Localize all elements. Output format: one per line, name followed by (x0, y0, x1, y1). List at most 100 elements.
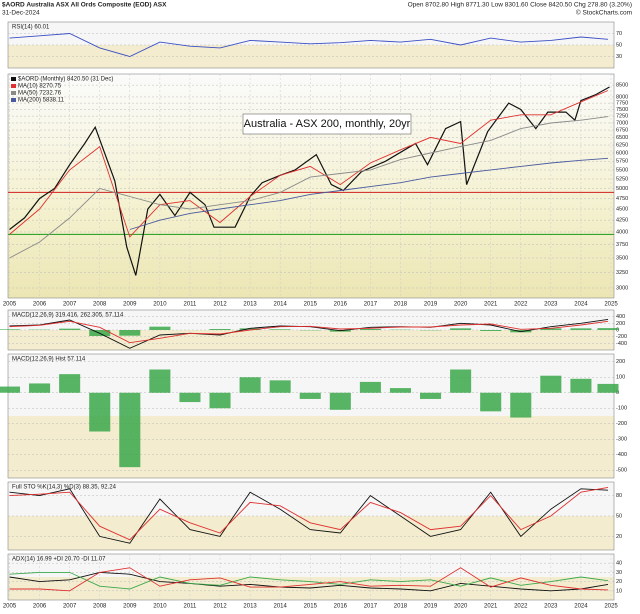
histogram-bar (0, 329, 21, 330)
y-tick-label: 40 (616, 561, 622, 567)
x-tick-label: 2012 (213, 302, 227, 308)
legend-label: $AORD (Monthly) 8420.50 (31 Dec) (18, 77, 113, 83)
y-tick-label: 4000 (616, 229, 628, 235)
histogram-bar (269, 329, 291, 330)
y-tick-label: 5250 (616, 176, 628, 182)
histogram-bar (0, 386, 21, 393)
series-line (9, 567, 609, 592)
histogram-bar (597, 383, 619, 393)
panel-title: ADX(14) 16.99 +DI 20.70 -DI 11.07 (12, 557, 106, 563)
y-tick-label: 5750 (616, 159, 628, 165)
series-line (9, 486, 609, 541)
y-tick-label: -100 (616, 406, 627, 412)
y-tick-label: 200 (616, 359, 625, 365)
series-line (129, 157, 609, 230)
x-tick-label: 2025 (604, 302, 618, 308)
x-tick-label: 2009 (123, 302, 137, 308)
x-tick-label: 2019 (424, 604, 438, 610)
y-tick-label: -200 (616, 334, 627, 340)
y-tick-label: -400 (616, 452, 627, 458)
legend-label: MA(200) 5838.11 (18, 98, 65, 104)
histogram-bar (119, 392, 141, 468)
y-tick-label: 7500 (616, 107, 628, 113)
x-tick-label: 2010 (153, 302, 167, 308)
x-tick-label: 2006 (33, 604, 47, 610)
series-line (9, 488, 609, 544)
y-tick-label: 80 (616, 493, 622, 499)
x-tick-label: 2022 (514, 302, 528, 308)
histogram-bar (570, 378, 592, 393)
histogram-bar (149, 369, 171, 393)
histogram-bar (59, 328, 81, 330)
histogram-bar (209, 392, 231, 409)
histogram-bar (179, 392, 201, 403)
x-tick-label: 2021 (484, 604, 498, 610)
y-tick-label: 3250 (616, 270, 628, 276)
legend-label: MA(50) 7232.76 (18, 91, 62, 97)
y-tick-label: 4500 (616, 206, 628, 212)
y-tick-label: 7750 (616, 101, 628, 107)
series-line (9, 571, 609, 592)
legend-swatch (11, 98, 16, 102)
histogram-bar (149, 326, 171, 330)
x-tick-label: 2014 (273, 604, 287, 610)
y-tick-label: 6000 (616, 150, 628, 156)
histogram-bar (480, 392, 502, 412)
panel-background (7, 553, 615, 601)
x-tick-label: 2017 (364, 604, 378, 610)
x-tick-label: 2024 (574, 302, 588, 308)
histogram-bar (510, 330, 532, 333)
histogram-bar (540, 328, 562, 330)
y-tick-label: 0 (616, 390, 619, 396)
histogram-bar (299, 392, 321, 399)
legend-swatch (11, 91, 16, 95)
panel-background (7, 481, 615, 551)
header-title: $AORD Australia ASX All Ords Composite (… (2, 2, 167, 9)
histogram-bar (480, 330, 502, 331)
histogram-bar (540, 375, 562, 393)
y-tick-label: 50 (616, 513, 622, 519)
histogram-bar (59, 374, 81, 393)
x-tick-label: 2025 (604, 604, 618, 610)
y-tick-label: 20 (616, 534, 622, 540)
histogram-bar (329, 392, 351, 410)
y-tick-label: 30 (616, 54, 622, 60)
x-tick-label: 2011 (183, 604, 197, 610)
x-tick-label: 2015 (304, 604, 318, 610)
x-tick-label: 2021 (484, 302, 498, 308)
y-tick-label: 200 (616, 321, 625, 327)
y-tick-label: 7250 (616, 114, 628, 120)
header-date: 31-Dec-2024 (2, 10, 40, 17)
histogram-bar (269, 380, 291, 393)
x-tick-label: 2018 (394, 302, 408, 308)
histogram-bar (209, 329, 231, 330)
y-tick-label: 3500 (616, 255, 628, 261)
y-tick-label: 10 (616, 588, 622, 594)
series-line (9, 116, 609, 259)
panel-background (7, 21, 615, 69)
histogram-bar (450, 369, 472, 393)
header-source: © StockCharts.com (576, 9, 632, 17)
histogram-bar (510, 392, 532, 418)
y-tick-label: 6750 (616, 127, 628, 133)
x-tick-label: 2020 (454, 604, 468, 610)
y-tick-label: -200 (616, 421, 627, 427)
legend-swatch (11, 77, 16, 81)
x-tick-label: 2020 (454, 302, 468, 308)
y-tick-label: 5500 (616, 167, 628, 173)
panel-title: MACD(12,26,9) Hist 57.114 (12, 357, 86, 363)
x-tick-label: 2012 (213, 604, 227, 610)
series-line (9, 90, 609, 238)
x-tick-label: 2019 (424, 302, 438, 308)
histogram-bar (570, 328, 592, 330)
y-tick-label: 3000 (616, 285, 628, 291)
y-tick-label: 6250 (616, 142, 628, 148)
y-tick-label: 4250 (616, 218, 628, 224)
x-tick-label: 2017 (364, 302, 378, 308)
histogram-bar (420, 392, 442, 399)
x-tick-label: 2018 (394, 604, 408, 610)
legend-swatch (11, 84, 16, 88)
x-tick-label: 2008 (93, 604, 107, 610)
histogram-bar (29, 383, 51, 393)
x-tick-label: 2005 (3, 302, 17, 308)
